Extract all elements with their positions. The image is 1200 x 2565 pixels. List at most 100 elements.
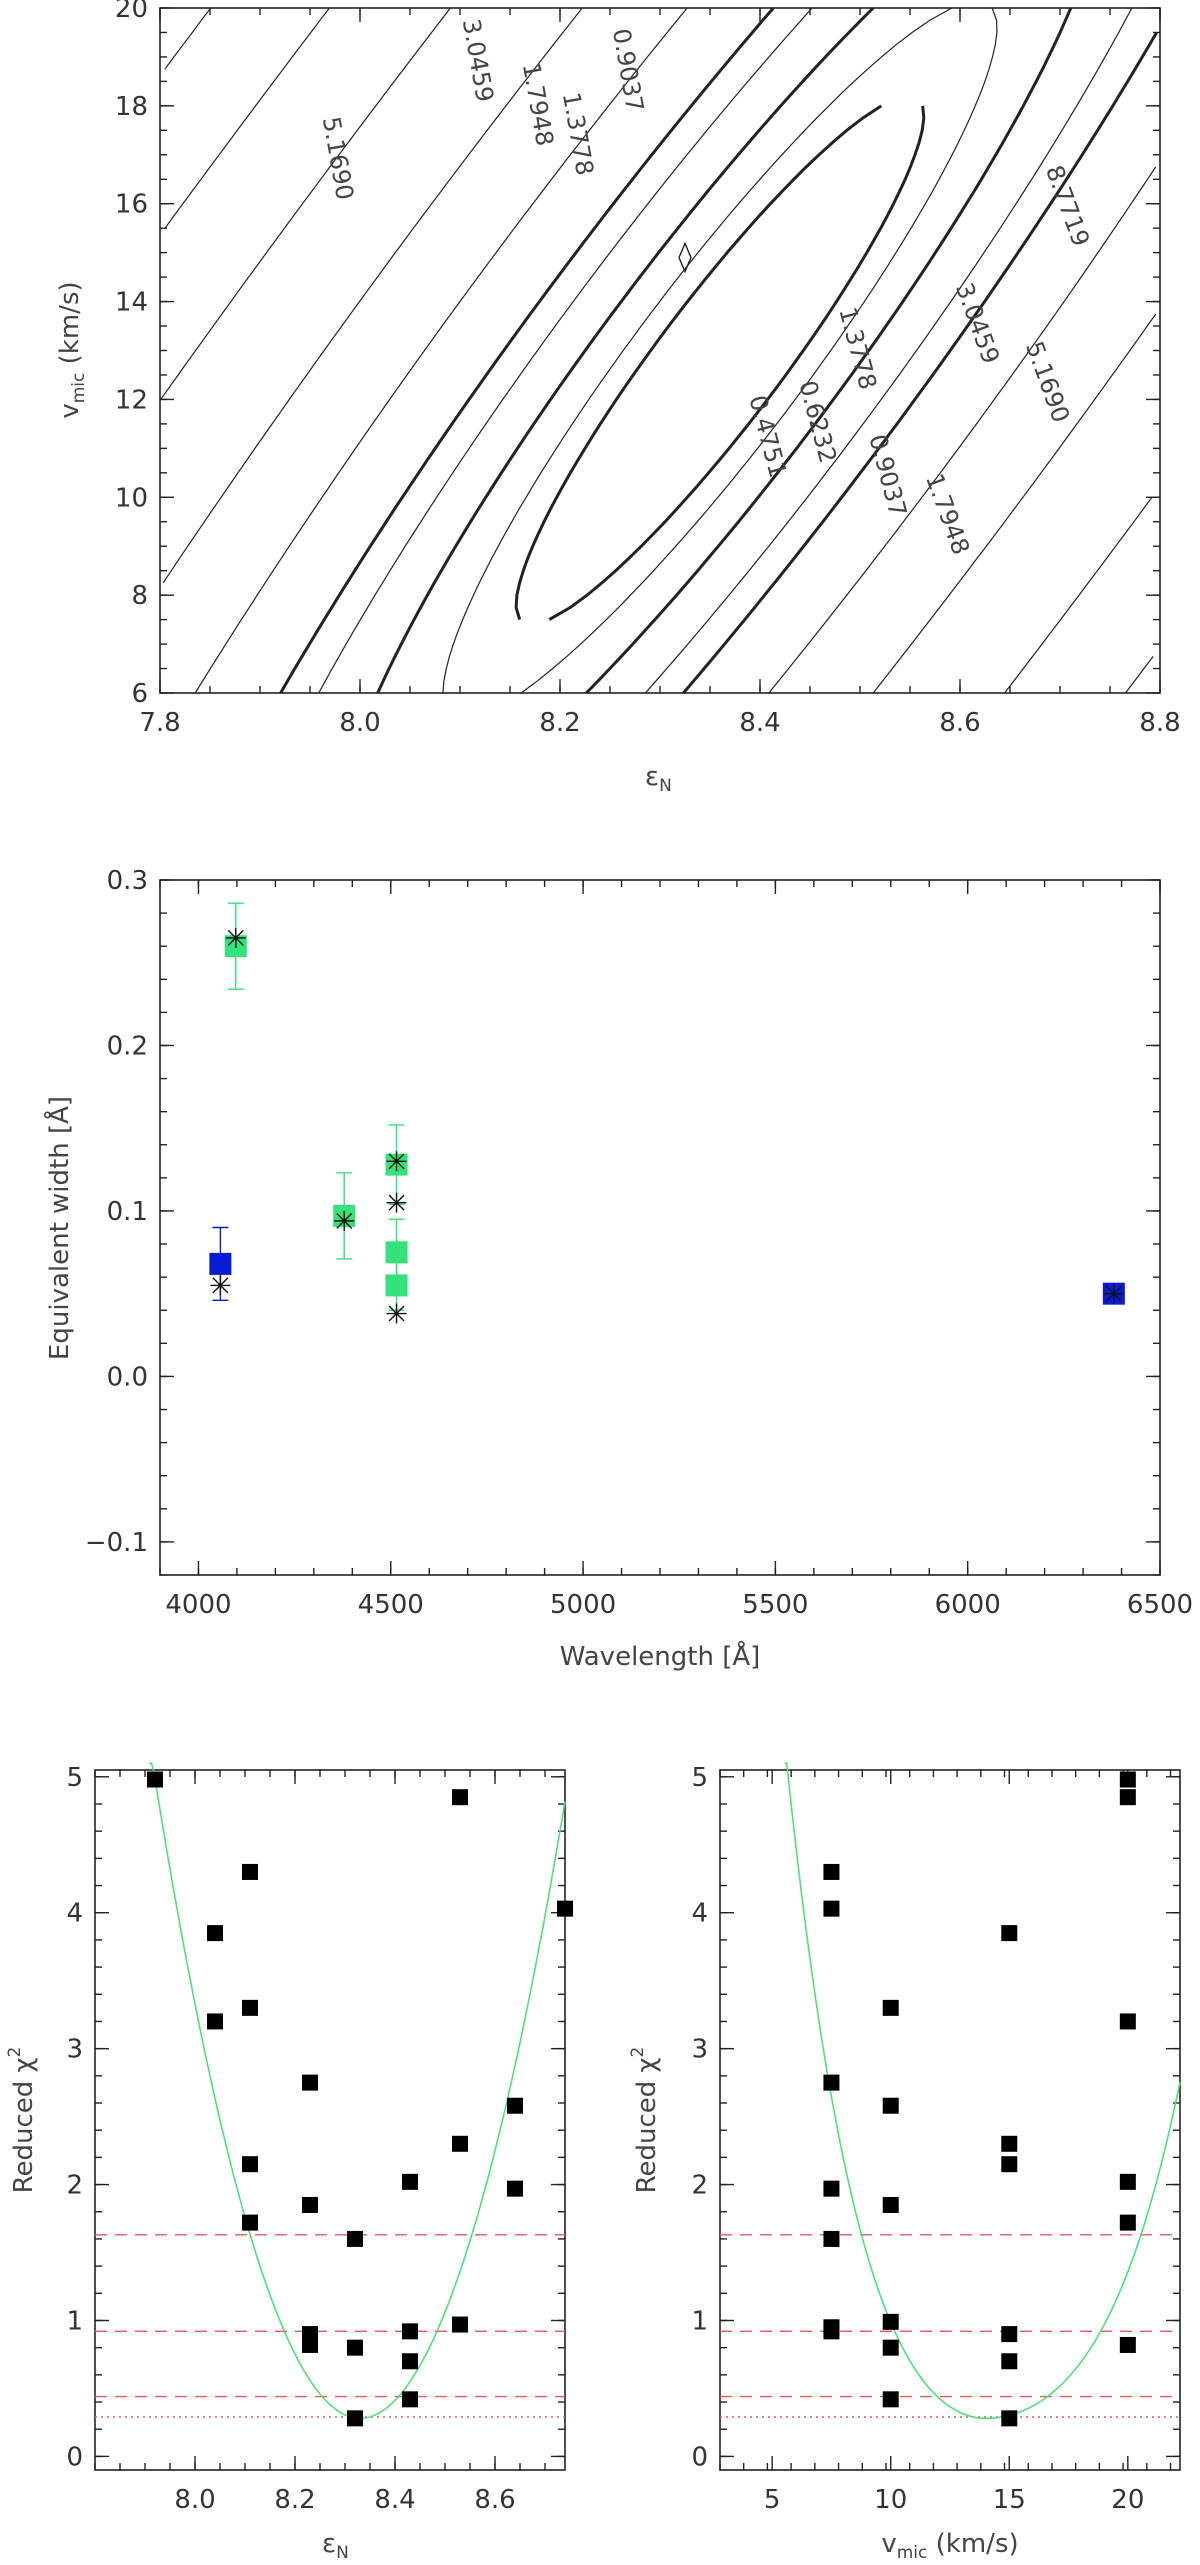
contour-label: 5.1690 [317,115,359,203]
chi_eps-ytick-label: 2 [66,2171,83,2201]
contour-ytick-label: 8 [131,581,148,611]
ew-ytick-label: −0.1 [85,1528,148,1558]
minimum-diamond-contour [678,241,692,274]
contour-ytick-label: 18 [115,92,148,122]
ew-model-point [386,1151,407,1172]
chi2-data-point [1119,2336,1136,2353]
chi_eps-xtick-label: 8.4 [374,2485,415,2515]
contour-label: 5.1690 [1020,338,1075,426]
chi2-data-point [823,2230,840,2247]
contour-line [160,7,451,400]
chi2-data-point [347,2339,363,2356]
chi2-data-point [402,2353,418,2370]
contour-xtick-label: 8.2 [539,708,580,738]
chi2-vs-eps-panel: 8.0 8.2 8.4 8.6 0 1 2 3 4 5 εN Reduced χ2 [5,1762,573,2563]
chi2-data-point [507,2180,523,2197]
chi_eps-xtick-label: 8.2 [274,2485,315,2515]
chi2-vmic-xlabel: vmic (km/s) [881,2529,1018,2563]
ew-observed-point [385,1241,408,1264]
ew-ytick-label: 0.0 [107,1362,148,1392]
contour-xtick-label: 7.8 [139,708,180,738]
contour-line [1004,496,1153,694]
contour-line [514,104,883,621]
contour-line [442,7,953,694]
chi_vmic-ytick-label: 0 [691,2442,708,2472]
ew-plot-frame [159,879,1161,1576]
ew-xtick-label: 6500 [1127,1590,1193,1620]
chi2-vmic-plot-frame [719,1769,1181,2471]
ew-xtick-label: 5500 [742,1590,808,1620]
chi2-data-point [882,2339,899,2356]
ew-xtick-label: 4000 [165,1590,231,1620]
chi2-eps-ylabel: Reduced χ2 [5,2047,39,2194]
contour-xtick-label: 8.0 [339,708,380,738]
chi2-data-point [1119,2173,1136,2190]
chi2-data-point [823,2323,840,2340]
ew-observed-point [209,1252,232,1275]
chi2-data-point [1001,2353,1018,2370]
chi2-data-point [207,1925,223,1942]
ew-xlabel: Wavelength [Å] [560,1640,761,1672]
chi2-vmic-data-points [823,1771,1136,2427]
chi2-data-point [882,2313,899,2330]
chi_vmic-ytick-label: 1 [691,2306,708,2336]
contour-label: 3.0459 [457,17,499,105]
chi2-data-point [147,1771,163,1788]
contour-panel: 5.1690 3.0459 1.7948 1.3778 0.9037 0.62320.47… [55,0,1181,796]
chi_eps-ytick-label: 4 [66,1899,83,1929]
chi2-data-point [1001,1925,1018,1942]
contour-line [644,7,1133,694]
chi2-data-point [1001,2326,1018,2343]
chi2-eps-xlabel: εN [322,2529,349,2563]
chi2-eps-axis-ticks: 8.0 8.2 8.4 8.6 0 1 2 3 4 5 [66,1763,565,2515]
chi_vmic-xtick-label: 15 [993,2485,1026,2515]
chi2-fit-curve-line [149,1762,566,2420]
ew-model-point [386,1192,407,1213]
chi2-data-point [452,2316,468,2333]
contour-line [376,6,875,694]
chi2-data-point [1001,2156,1018,2173]
chi2-eps-fit-curve [149,1762,566,2420]
contour-ylabel: vmic (km/s) [55,281,89,418]
chi_eps-ytick-label: 0 [66,2442,83,2472]
contour-ytick-label: 10 [115,483,148,513]
chi_vmic-ytick-label: 3 [691,2035,708,2065]
contour-line [548,105,926,621]
contour-ytick-label: 20 [115,0,148,24]
contour-line [162,7,583,584]
contour-line [872,313,1157,694]
ew-xtick-label: 4500 [358,1590,424,1620]
chi2-minimum-marker [678,241,692,274]
chi2-data-point [302,2336,318,2353]
chi2-data-point [823,2180,840,2197]
chi_eps-xtick-label: 8.0 [174,2485,215,2515]
contour-xtick-label: 8.8 [1139,708,1180,738]
chi2-data-point [882,2196,899,2213]
ew-model-point [210,1275,231,1296]
chi2-data-point [402,2323,418,2340]
contour-xtick-label: 8.4 [739,708,780,738]
contour-axis-ticks: 7.8 8.0 8.2 8.4 8.6 8.8 6 8 10 12 14 16 18 20 [115,0,1181,738]
contour-ytick-label: 6 [131,679,148,709]
ew-model-point [386,1303,407,1324]
chi_eps-ytick-label: 5 [66,1763,83,1793]
contour-line [585,7,1073,695]
chi2-data-point [823,2074,840,2091]
chi2-vmic-axis-ticks: 5 10 15 20 0 1 2 3 4 5 [691,1763,1180,2515]
contour-line [194,7,688,694]
contour-line [164,7,212,70]
contour-line [164,7,330,229]
chi2-data-point [1001,2135,1018,2152]
chi_vmic-xtick-label: 20 [1111,2485,1144,2515]
chi2-data-point [402,2173,418,2190]
chi2-data-point [823,1900,840,1917]
ew-model-point [225,927,246,948]
chi2-data-point [823,1863,840,1880]
contour-label: 0.6232 [793,378,842,466]
chi2-data-point [452,2135,468,2152]
contour-label: 1.3778 [833,304,882,392]
ew-ylabel: Equivalent width [Å] [43,1096,75,1360]
chi2-data-point [1001,2410,1018,2427]
ew-data-points [209,902,1125,1324]
